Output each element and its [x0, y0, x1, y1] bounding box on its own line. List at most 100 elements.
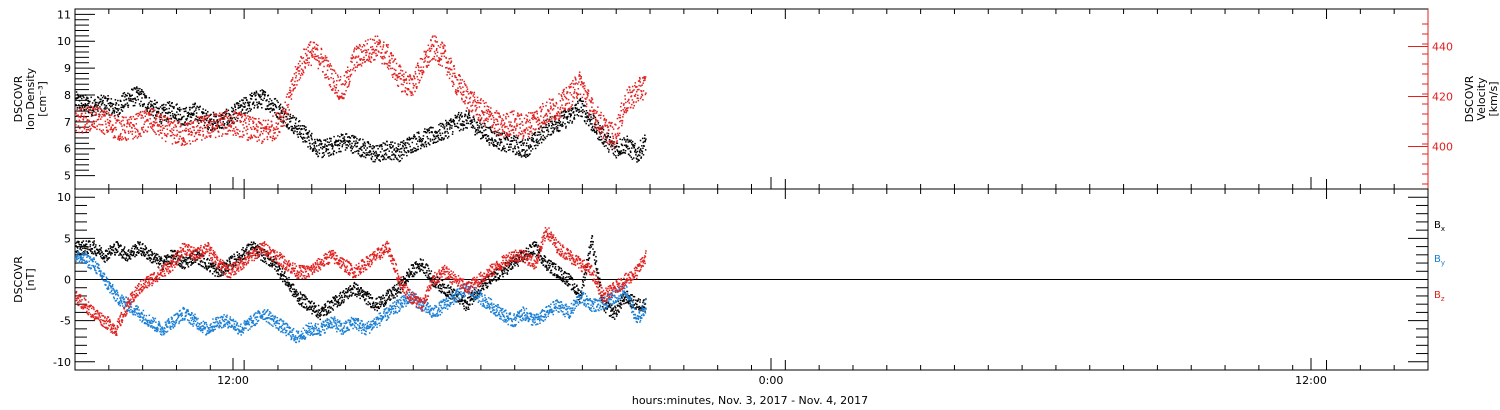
data-point	[81, 104, 84, 107]
data-point	[499, 115, 501, 117]
data-point	[465, 84, 467, 86]
data-point	[585, 122, 587, 125]
data-point	[150, 254, 152, 256]
data-point	[481, 127, 483, 129]
data-point	[105, 254, 108, 257]
data-point	[306, 137, 308, 139]
data-point	[524, 129, 526, 131]
data-point	[463, 124, 466, 126]
data-point	[410, 92, 412, 94]
data-point	[315, 58, 317, 61]
data-point	[523, 154, 526, 156]
data-point	[199, 127, 201, 129]
data-point	[281, 106, 284, 108]
data-point	[499, 134, 502, 136]
data-point	[97, 96, 99, 98]
data-point	[524, 152, 526, 154]
data-point	[342, 134, 344, 136]
data-point	[372, 160, 374, 163]
data-point	[169, 123, 172, 125]
data-point	[325, 73, 327, 76]
data-point	[499, 144, 501, 146]
data-point	[287, 113, 289, 116]
data-point	[622, 116, 624, 118]
data-point	[525, 127, 528, 129]
data-point	[350, 135, 353, 137]
data-point	[122, 92, 125, 95]
data-point	[573, 92, 575, 95]
data-point	[597, 106, 599, 108]
data-point	[117, 109, 119, 112]
data-point	[461, 115, 464, 117]
data-point	[531, 136, 533, 139]
data-point	[555, 126, 558, 128]
data-point	[119, 137, 122, 140]
data-point	[221, 133, 224, 135]
data-point	[255, 98, 257, 101]
data-point	[246, 139, 249, 141]
data-point	[566, 91, 569, 93]
data-point	[155, 262, 158, 265]
data-point	[168, 107, 170, 110]
data-point	[178, 258, 181, 261]
data-point	[315, 145, 318, 147]
data-point	[202, 265, 204, 268]
data-point	[102, 115, 105, 117]
data-point	[239, 121, 242, 123]
data-point	[517, 134, 520, 137]
data-point	[496, 112, 499, 114]
data-point	[98, 244, 101, 247]
data-point	[106, 100, 109, 102]
data-point	[155, 257, 157, 259]
data-point	[323, 57, 325, 59]
data-point	[97, 96, 100, 99]
data-point	[192, 140, 194, 143]
data-point	[154, 99, 156, 102]
data-point	[584, 116, 587, 118]
data-point	[337, 139, 340, 142]
data-point	[91, 123, 94, 125]
data-point	[621, 138, 624, 141]
data-point	[260, 123, 262, 125]
data-point	[566, 102, 569, 105]
data-point	[97, 118, 100, 121]
data-point	[198, 252, 201, 255]
data-point	[183, 129, 186, 132]
data-point	[147, 258, 149, 260]
data-point	[620, 152, 622, 155]
data-point	[515, 139, 517, 142]
data-point	[198, 108, 200, 111]
data-point	[482, 135, 484, 137]
data-point	[405, 147, 408, 149]
data-point	[188, 261, 191, 264]
data-point	[101, 100, 104, 102]
data-point	[554, 118, 556, 121]
data-point	[167, 254, 169, 256]
data-point	[549, 116, 552, 118]
data-point	[369, 60, 371, 63]
data-point	[509, 148, 511, 151]
data-point	[156, 257, 158, 259]
data-point	[378, 154, 380, 156]
data-point	[379, 144, 381, 147]
data-point	[605, 141, 608, 143]
data-point	[276, 128, 278, 130]
data-point	[315, 150, 317, 153]
data-point	[126, 253, 129, 255]
data-point	[489, 115, 491, 117]
data-point	[337, 95, 339, 98]
data-point	[205, 112, 208, 115]
data-point	[205, 124, 208, 127]
data-point	[271, 137, 274, 140]
data-point	[379, 160, 382, 162]
data-point	[452, 81, 455, 84]
data-point	[114, 126, 116, 129]
data-point	[400, 151, 403, 153]
data-point	[555, 121, 558, 124]
data-point	[178, 109, 180, 111]
data-point	[84, 244, 87, 247]
data-point	[313, 56, 315, 58]
data-point	[497, 134, 500, 137]
data-point	[245, 129, 247, 132]
data-point	[155, 254, 157, 257]
